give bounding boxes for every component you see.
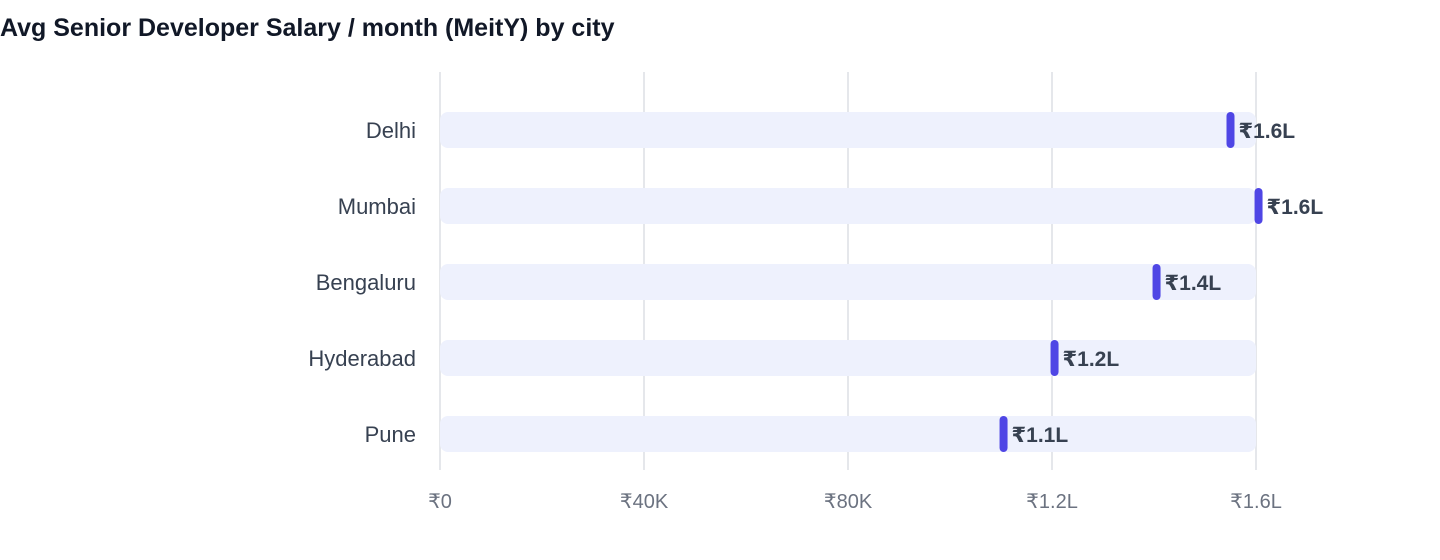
bar-track-1 <box>440 188 1256 224</box>
x-tick-label-4: ₹1.6L <box>1230 491 1282 513</box>
category-label-0: Delhi <box>366 118 416 143</box>
category-label-2: Bengaluru <box>316 270 416 295</box>
bar-track-4 <box>440 416 1256 452</box>
chart-title: Avg Senior Developer Salary / month (Mei… <box>0 14 615 42</box>
bar-marker-2 <box>1152 264 1161 300</box>
value-label-0: ₹1.6L <box>1239 120 1296 143</box>
x-tick-label-2: ₹80K <box>824 491 873 513</box>
bar-marker-1 <box>1254 188 1263 224</box>
bar-track-0 <box>440 112 1256 148</box>
bar-track-3 <box>440 340 1256 376</box>
labels-layer: ₹0 ₹40K ₹80K ₹1.2L ₹1.6L Delhi ₹1.6L Mumbai ₹1.6… <box>308 118 1323 513</box>
x-tick-label-0: ₹0 <box>428 491 452 513</box>
value-label-2: ₹1.4L <box>1165 272 1222 295</box>
category-label-1: Mumbai <box>338 194 416 219</box>
x-tick-label-1: ₹40K <box>620 491 669 513</box>
category-label-4: Pune <box>365 422 416 447</box>
bar-marker-4 <box>999 416 1008 452</box>
x-tick-label-3: ₹1.2L <box>1026 491 1078 513</box>
value-label-4: ₹1.1L <box>1012 424 1069 447</box>
bar-marker-0 <box>1226 112 1235 148</box>
value-label-3: ₹1.2L <box>1063 348 1120 371</box>
bar-marker-3 <box>1050 340 1059 376</box>
value-label-1: ₹1.6L <box>1267 196 1324 219</box>
markers-layer <box>999 112 1263 452</box>
bar-track-2 <box>440 264 1256 300</box>
category-label-3: Hyderabad <box>308 346 416 371</box>
